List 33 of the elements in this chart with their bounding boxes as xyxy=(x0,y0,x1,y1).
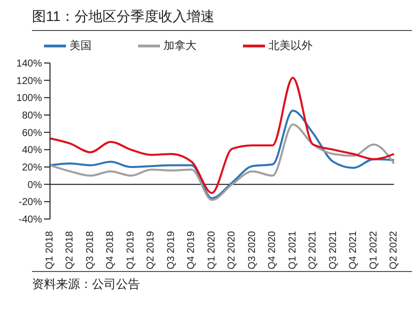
x-tick-label: Q3 2019 xyxy=(166,230,177,270)
x-tick-label: Q3 2021 xyxy=(328,230,339,270)
y-tick-label: 100% xyxy=(16,93,42,104)
legend-label: 加拿大 xyxy=(164,40,196,52)
x-tick-label: Q2 2020 xyxy=(226,230,238,270)
y-tick-label: 40% xyxy=(22,145,42,156)
x-tick-label: Q2 2022 xyxy=(388,230,400,270)
x-tick-label: Q4 2020 xyxy=(267,230,278,270)
x-tick-label: Q2 2021 xyxy=(308,230,319,270)
x-tick-label: Q2 2018 xyxy=(64,230,76,270)
y-tick-label: -20% xyxy=(18,197,42,208)
legend-label: 北美以外 xyxy=(268,40,312,52)
x-tick-label: Q4 2021 xyxy=(348,230,360,270)
x-tick-label: Q1 2020 xyxy=(206,230,218,270)
text: 资料来源：公司公告 xyxy=(32,271,412,293)
y-tick-label: 80% xyxy=(22,110,42,122)
x-tick-label: Q2 2019 xyxy=(146,230,157,270)
x-tick-label: Q1 2018 xyxy=(44,230,56,270)
x-tick-label: Q1 2019 xyxy=(125,230,136,270)
y-tick-label: 120% xyxy=(16,76,42,87)
x-tick-label: Q3 2018 xyxy=(84,230,96,270)
chart-title: 图11：分地区分季度收入增速 xyxy=(32,8,412,31)
y-tick-label: 0% xyxy=(28,180,42,191)
y-tick-label: -40% xyxy=(18,214,42,226)
x-tick-label: Q4 2019 xyxy=(186,230,198,270)
x-tick-label: Q1 2021 xyxy=(287,230,298,270)
y-tick-label: 60% xyxy=(22,128,42,139)
legend-label: 美国 xyxy=(70,40,92,52)
y-tick-label: 140% xyxy=(16,58,42,70)
y-tick-label: 20% xyxy=(22,162,42,174)
x-tick-label: Q1 2022 xyxy=(368,230,380,270)
x-tick-label: Q3 2020 xyxy=(246,230,258,270)
x-tick-label: Q4 2018 xyxy=(105,230,116,270)
